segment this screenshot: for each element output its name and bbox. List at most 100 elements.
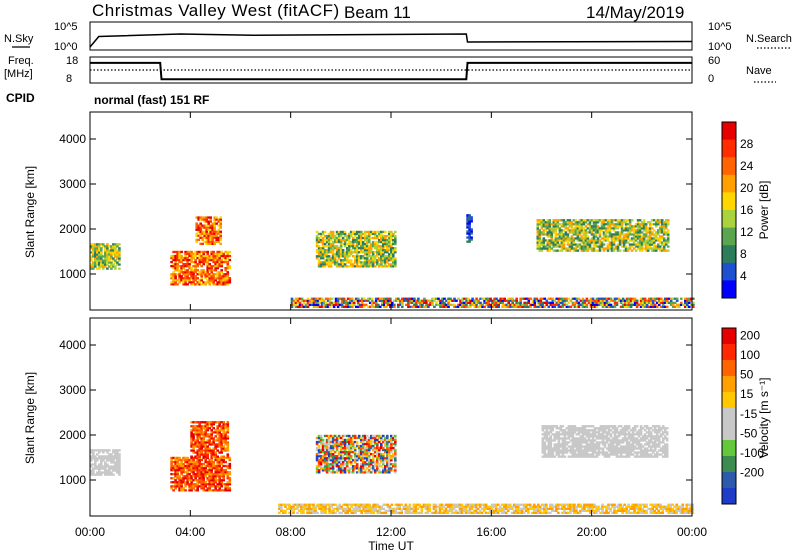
data-cell <box>339 457 343 460</box>
data-cell <box>644 223 648 226</box>
data-cell <box>622 227 626 230</box>
data-cell <box>640 249 644 252</box>
data-cell <box>629 453 633 456</box>
data-cell <box>602 243 606 246</box>
data-cell <box>228 489 232 492</box>
data-cell <box>315 467 319 470</box>
nave-tick-top: 60 <box>708 55 720 67</box>
data-cell <box>359 459 363 462</box>
data-cell <box>190 250 193 254</box>
data-cell <box>226 441 230 444</box>
data-cell <box>563 441 567 444</box>
data-cell <box>509 299 512 302</box>
data-cell <box>376 448 379 452</box>
data-cell <box>485 301 488 304</box>
data-cell <box>337 234 341 238</box>
data-cell <box>613 447 617 450</box>
data-cell <box>355 440 359 444</box>
data-cell <box>325 259 329 262</box>
data-cell <box>198 451 201 454</box>
data-cell <box>475 303 478 306</box>
data-cell <box>343 440 347 444</box>
data-cell <box>210 265 213 268</box>
data-cell <box>337 457 341 460</box>
data-cell <box>523 303 526 306</box>
data-cell <box>556 227 560 230</box>
data-cell <box>363 232 367 236</box>
data-cell <box>603 431 607 434</box>
data-cell <box>552 229 556 232</box>
data-cell <box>568 237 572 240</box>
data-cell <box>580 231 584 234</box>
data-cell <box>333 442 337 446</box>
data-cell <box>519 297 522 300</box>
data-cell <box>359 469 363 472</box>
data-cell <box>320 301 324 304</box>
data-cell <box>636 227 640 230</box>
data-cell <box>343 446 347 450</box>
data-cell <box>688 297 691 300</box>
data-cell <box>108 249 111 252</box>
data-cell <box>94 253 97 256</box>
data-cell <box>192 260 195 264</box>
data-cell <box>357 234 361 238</box>
data-cell <box>220 265 223 268</box>
data-cell <box>574 225 578 228</box>
data-cell <box>98 463 101 466</box>
data-cell <box>575 305 579 308</box>
data-cell <box>112 469 115 472</box>
data-cell <box>612 233 616 236</box>
data-cell <box>615 301 619 304</box>
data-cell <box>220 277 223 280</box>
data-cell <box>644 239 648 242</box>
data-cell <box>651 301 655 304</box>
data-cell <box>207 240 210 243</box>
data-cell <box>465 297 468 300</box>
data-cell <box>198 443 201 446</box>
data-cell <box>618 235 622 238</box>
data-cell <box>388 461 391 464</box>
data-cell <box>648 231 652 234</box>
data-cell <box>602 247 606 250</box>
data-cell <box>357 469 361 472</box>
data-cell <box>367 455 371 458</box>
data-cell <box>461 301 464 304</box>
data-cell <box>379 305 382 308</box>
data-cell <box>466 230 469 233</box>
data-cell <box>216 267 219 270</box>
data-cell <box>545 425 549 428</box>
data-cell <box>106 261 109 264</box>
data-cell <box>575 301 579 304</box>
data-cell <box>202 485 205 488</box>
data-cell <box>666 237 670 240</box>
data-cell <box>192 281 195 284</box>
data-cell <box>367 442 371 446</box>
data-cell <box>613 435 617 438</box>
data-cell <box>200 277 203 280</box>
data-cell <box>392 455 395 458</box>
data-cell <box>361 444 365 448</box>
data-cell <box>652 245 656 248</box>
data-cell <box>172 481 175 484</box>
data-cell <box>634 231 638 234</box>
data-cell <box>550 233 554 236</box>
data-cell <box>591 453 595 456</box>
data-cell <box>630 229 634 232</box>
data-cell <box>210 451 213 454</box>
data-cell <box>535 305 539 308</box>
data-cell <box>631 453 635 456</box>
data-cell <box>327 265 331 268</box>
data-cell <box>639 455 643 458</box>
data-cell <box>559 445 563 448</box>
data-cell <box>335 455 339 458</box>
data-cell <box>220 441 223 444</box>
data-cell <box>331 444 335 448</box>
data-cell <box>597 435 601 438</box>
data-cell <box>180 458 183 462</box>
data-cell <box>593 301 597 304</box>
data-cell <box>342 301 346 304</box>
data-cell <box>600 225 604 228</box>
data-cell <box>658 231 662 234</box>
data-cell <box>609 441 613 444</box>
data-cell <box>601 443 605 446</box>
